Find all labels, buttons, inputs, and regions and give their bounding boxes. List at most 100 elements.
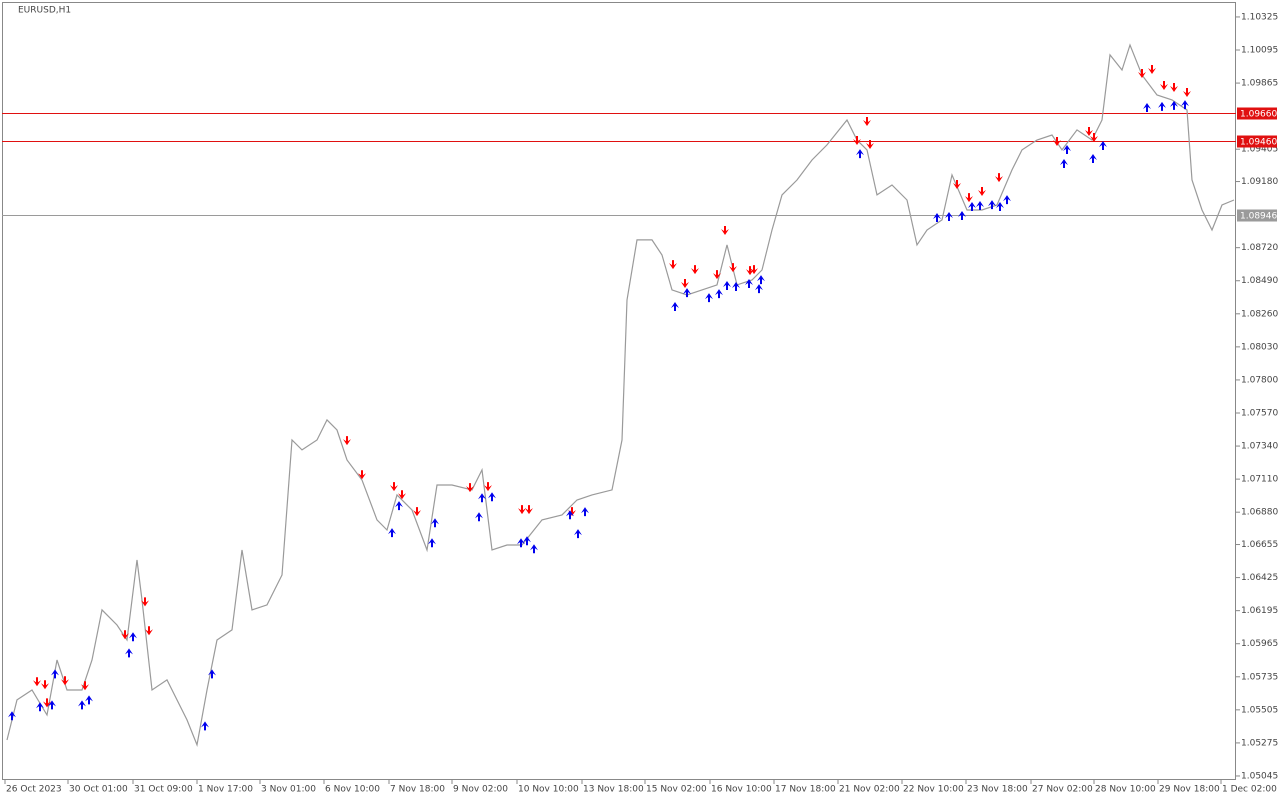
buy-arrow — [129, 632, 137, 642]
buy-arrow — [1063, 145, 1071, 155]
sell-arrow — [33, 677, 41, 687]
y-tick-label: 1.08260 — [1241, 309, 1278, 319]
level-label-box — [1237, 135, 1277, 148]
sell-arrow — [1183, 87, 1191, 97]
buy-arrow — [856, 149, 864, 159]
buy-arrow — [755, 284, 763, 294]
sell-arrow — [141, 597, 149, 607]
sell-arrow — [729, 263, 737, 273]
buy-arrow — [388, 528, 396, 538]
buy-arrow — [1143, 102, 1151, 112]
sell-arrow — [41, 680, 49, 690]
y-tick-label: 1.05735 — [1241, 672, 1278, 682]
buy-arrow — [395, 501, 403, 511]
plot-frame — [2, 2, 1236, 780]
buy-arrow — [530, 544, 538, 554]
x-tick-label: 21 Nov 02:00 — [839, 785, 900, 795]
buy-arrow — [201, 721, 209, 731]
y-tick-label: 1.07340 — [1241, 442, 1278, 452]
x-tick-label: 23 Nov 18:00 — [967, 785, 1028, 795]
buy-arrow — [945, 212, 953, 222]
y-tick-label: 1.07800 — [1241, 375, 1278, 385]
sell-arrow — [681, 279, 689, 289]
y-tick-label: 1.09180 — [1241, 177, 1278, 187]
y-tick-label: 1.07570 — [1241, 408, 1278, 418]
x-tick-label: 15 Nov 02:00 — [646, 785, 707, 795]
sell-arrow — [965, 193, 973, 203]
buy-arrow — [1099, 141, 1107, 151]
x-tick-label: 7 Nov 18:00 — [390, 785, 445, 795]
sell-arrow — [721, 226, 729, 236]
sell-arrow — [518, 505, 526, 515]
buy-arrow — [745, 279, 753, 289]
sell-arrow — [121, 630, 129, 640]
sell-arrow — [81, 681, 89, 691]
sell-arrow — [43, 698, 51, 708]
sell-arrow — [1085, 126, 1093, 136]
sell-arrow — [863, 117, 871, 127]
buy-arrow — [715, 289, 723, 299]
x-tick-label: 31 Oct 09:00 — [134, 785, 193, 795]
buy-arrow — [1089, 153, 1097, 163]
buy-arrow — [933, 213, 941, 223]
y-tick-label: 1.10325 — [1241, 12, 1278, 22]
buy-arrow — [78, 700, 86, 710]
x-tick-label: 26 Oct 2023 — [6, 785, 62, 795]
x-tick-label: 29 Nov 18:00 — [1159, 785, 1220, 795]
level-label: 1.09460 — [1240, 138, 1277, 148]
buy-arrow — [208, 669, 216, 679]
y-tick-label: 1.08030 — [1241, 342, 1278, 352]
level-label-box — [1237, 209, 1277, 222]
buy-arrow — [431, 518, 439, 528]
y-tick-label: 1.09405 — [1241, 145, 1278, 155]
buy-arrow — [478, 493, 486, 503]
buy-arrow — [523, 536, 531, 546]
y-tick-label: 1.06655 — [1241, 540, 1278, 550]
x-tick-label: 22 Nov 10:00 — [903, 785, 964, 795]
buy-arrow — [574, 529, 582, 539]
y-tick-label: 1.06195 — [1241, 606, 1278, 616]
x-tick-label: 17 Nov 18:00 — [775, 785, 836, 795]
sell-arrow — [1148, 64, 1156, 74]
x-tick-label: 1 Dec 02:00 — [1222, 785, 1277, 795]
x-tick-label: 9 Nov 02:00 — [453, 785, 508, 795]
y-tick-label: 1.05505 — [1241, 705, 1278, 715]
sell-arrow — [669, 260, 677, 270]
y-tick-label: 1.08490 — [1241, 276, 1278, 286]
buy-arrow — [705, 293, 713, 303]
sell-arrow — [691, 265, 699, 275]
buy-arrow — [1170, 100, 1178, 110]
y-tick-label: 1.08720 — [1241, 243, 1278, 253]
sell-arrow — [398, 490, 406, 500]
buy-arrow — [968, 201, 976, 211]
sell-arrow — [61, 676, 69, 686]
sell-arrow — [866, 140, 874, 150]
x-tick-label: 30 Oct 01:00 — [69, 785, 128, 795]
sell-arrow — [484, 482, 492, 492]
buy-arrow — [988, 200, 996, 210]
sell-arrow — [953, 179, 961, 189]
sell-arrow — [466, 483, 474, 493]
buy-arrow — [48, 700, 56, 710]
buy-arrow — [36, 702, 44, 712]
x-tick-label: 3 Nov 01:00 — [261, 785, 316, 795]
buy-arrow — [1003, 195, 1011, 205]
sell-arrow — [390, 482, 398, 492]
buy-arrow — [683, 288, 691, 298]
y-tick-label: 1.05275 — [1241, 738, 1278, 748]
buy-arrow — [1181, 100, 1189, 110]
buy-arrow — [517, 538, 525, 548]
y-tick-label: 1.07110 — [1241, 475, 1278, 485]
buy-arrow — [1060, 159, 1068, 169]
buy-arrow — [8, 711, 16, 721]
level-label: 1.08946 — [1240, 212, 1277, 222]
sell-arrow — [1170, 82, 1178, 92]
buy-arrow — [581, 507, 589, 517]
buy-arrow — [475, 512, 483, 522]
x-tick-label: 16 Nov 10:00 — [711, 785, 772, 795]
x-tick-label: 28 Nov 10:00 — [1095, 785, 1156, 795]
y-tick-label: 1.06425 — [1241, 573, 1278, 583]
x-tick-label: 13 Nov 18:00 — [583, 785, 644, 795]
